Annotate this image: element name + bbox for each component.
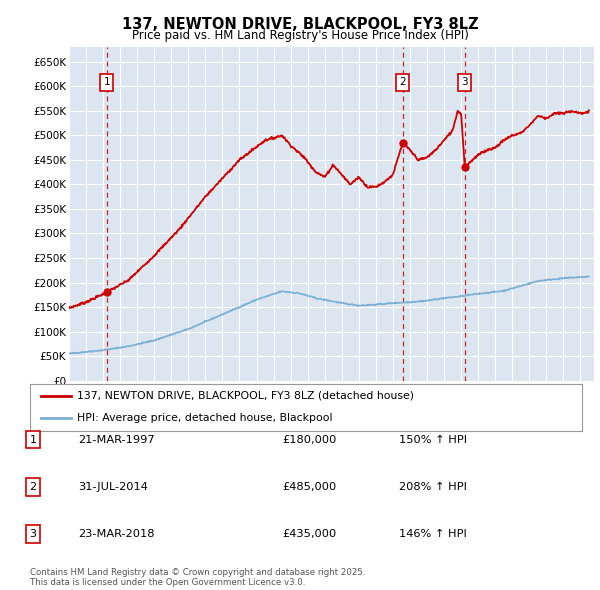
Text: 150% ↑ HPI: 150% ↑ HPI [399, 435, 467, 444]
Text: 137, NEWTON DRIVE, BLACKPOOL, FY3 8LZ (detached house): 137, NEWTON DRIVE, BLACKPOOL, FY3 8LZ (d… [77, 391, 414, 401]
Text: £435,000: £435,000 [282, 529, 336, 539]
Text: 2: 2 [29, 482, 37, 491]
Text: HPI: Average price, detached house, Blackpool: HPI: Average price, detached house, Blac… [77, 414, 332, 424]
Text: £485,000: £485,000 [282, 482, 336, 491]
Text: £180,000: £180,000 [282, 435, 337, 444]
Text: 3: 3 [29, 529, 37, 539]
Text: 23-MAR-2018: 23-MAR-2018 [78, 529, 155, 539]
Text: Contains HM Land Registry data © Crown copyright and database right 2025.
This d: Contains HM Land Registry data © Crown c… [30, 568, 365, 587]
Text: 1: 1 [29, 435, 37, 444]
Text: 146% ↑ HPI: 146% ↑ HPI [399, 529, 467, 539]
Text: 137, NEWTON DRIVE, BLACKPOOL, FY3 8LZ: 137, NEWTON DRIVE, BLACKPOOL, FY3 8LZ [122, 17, 478, 31]
Text: 21-MAR-1997: 21-MAR-1997 [78, 435, 155, 444]
Text: 3: 3 [461, 77, 468, 87]
Text: 2: 2 [400, 77, 406, 87]
Text: 208% ↑ HPI: 208% ↑ HPI [399, 482, 467, 491]
Text: 31-JUL-2014: 31-JUL-2014 [78, 482, 148, 491]
Text: Price paid vs. HM Land Registry's House Price Index (HPI): Price paid vs. HM Land Registry's House … [131, 30, 469, 42]
Text: 1: 1 [104, 77, 110, 87]
